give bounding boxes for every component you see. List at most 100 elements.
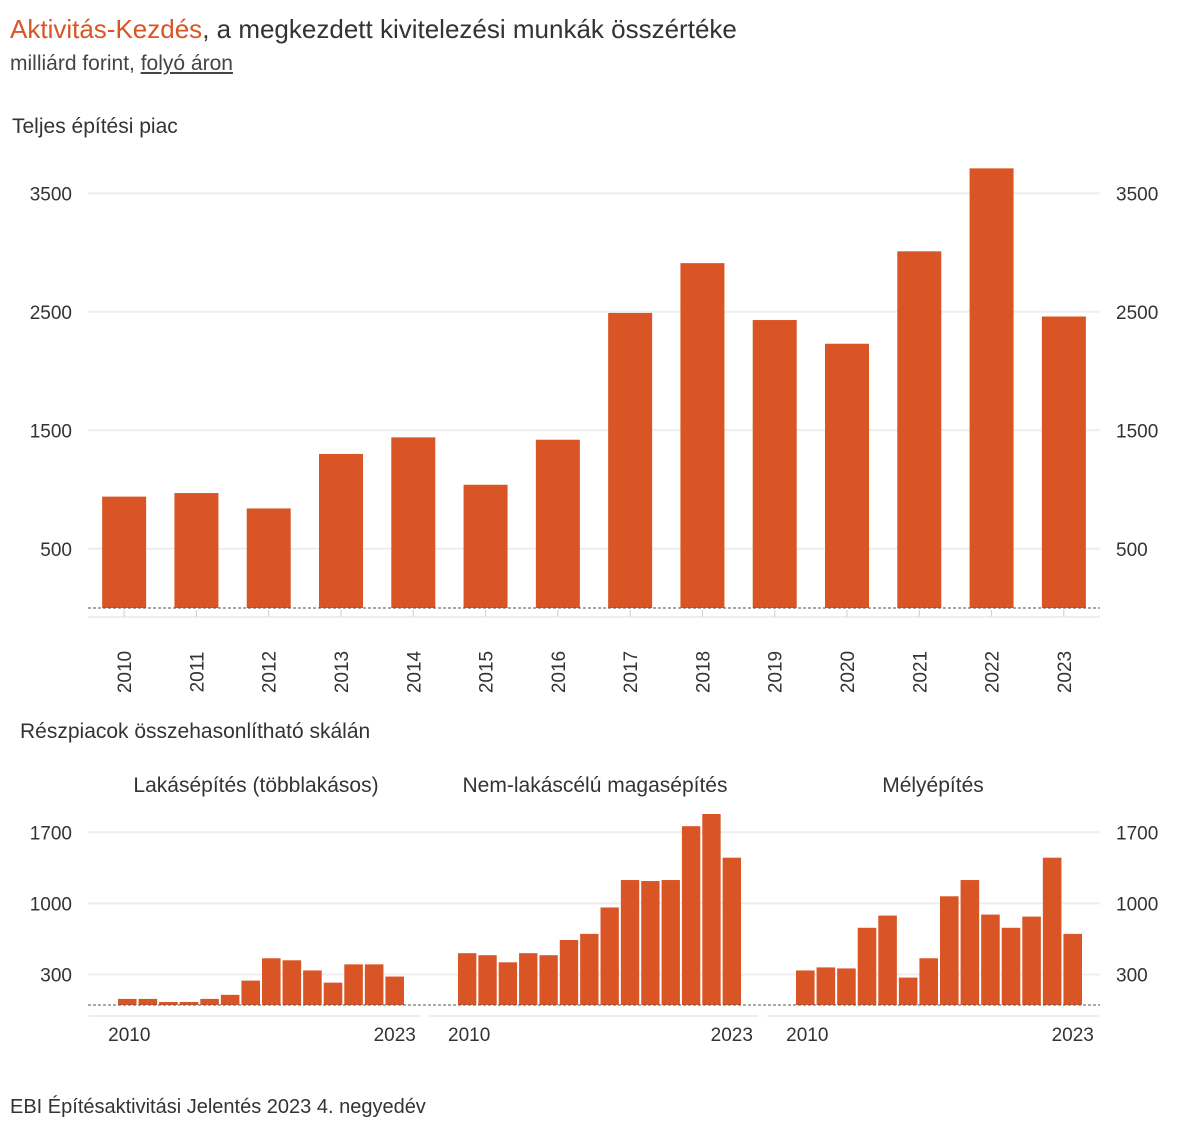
panel-bar — [385, 976, 404, 1005]
bar — [608, 312, 653, 608]
panel-bar — [898, 977, 918, 1005]
x-tick-label: 2017 — [621, 651, 642, 693]
bar — [1041, 316, 1086, 608]
x-tick-label-end: 2023 — [711, 1025, 753, 1046]
x-tick-label-start: 2010 — [108, 1025, 150, 1046]
panel-bar — [620, 880, 640, 1005]
panel-bar — [458, 953, 477, 1005]
panel-bar — [940, 896, 959, 1005]
subtitle-link[interactable]: folyó áron — [140, 52, 233, 75]
panel-bar — [364, 964, 384, 1005]
y-tick-label-right: 1000 — [1116, 894, 1158, 915]
panel-bar — [303, 970, 322, 1005]
x-tick-label: 2020 — [838, 651, 859, 693]
panel-bar — [857, 927, 877, 1005]
panel-bar — [282, 960, 302, 1005]
x-tick-label: 2016 — [549, 651, 570, 693]
panel-bar — [878, 915, 897, 1005]
panel-title: Mélyépítés — [882, 774, 984, 797]
subpanel-section-title: Részpiacok összehasonlítható skálán — [20, 720, 371, 743]
bar — [174, 493, 219, 608]
panel-bar — [960, 880, 980, 1005]
panel-bar — [262, 958, 281, 1005]
x-tick-label: 2011 — [187, 652, 208, 693]
bar — [246, 508, 291, 608]
panel-bar — [1001, 927, 1021, 1005]
title-accent[interactable]: Aktivitás-Kezdés — [10, 14, 203, 44]
subtitle-plain: milliárd forint, — [10, 52, 141, 75]
x-tick-label-start: 2010 — [448, 1025, 490, 1046]
panel-bar — [559, 939, 579, 1005]
panel-bar — [816, 967, 836, 1005]
panel-bar — [200, 998, 219, 1005]
panel-bar — [580, 933, 599, 1005]
y-tick-label-left: 1000 — [30, 894, 72, 915]
y-tick-label-right: 300 — [1116, 966, 1148, 987]
y-tick-label-left: 2500 — [30, 303, 72, 324]
panel-bar — [220, 994, 240, 1005]
x-tick-label: 2022 — [983, 651, 1004, 693]
panel-bar — [722, 857, 741, 1005]
x-tick-label: 2012 — [260, 651, 281, 693]
panel-title: Nem-lakáscélú magasépítés — [463, 774, 728, 797]
x-tick-label: 2015 — [477, 651, 498, 693]
bar — [825, 343, 869, 608]
panel-bar — [179, 1001, 199, 1005]
panel-bar — [919, 958, 938, 1005]
panel-bar — [478, 955, 497, 1005]
panel-bar — [837, 968, 856, 1005]
x-tick-label-end: 2023 — [374, 1025, 416, 1046]
x-tick-label: 2010 — [115, 651, 136, 693]
x-tick-label: 2013 — [332, 651, 353, 693]
panel-bar — [702, 813, 721, 1005]
panel-bar — [323, 982, 343, 1005]
y-tick-label-left: 500 — [40, 540, 72, 561]
x-tick-label: 2023 — [1055, 651, 1076, 693]
bar — [969, 168, 1014, 609]
x-tick-label: 2021 — [910, 651, 931, 693]
y-tick-label-right: 2500 — [1116, 303, 1158, 324]
bar — [680, 263, 725, 608]
panel-bar — [498, 962, 518, 1005]
panel-bar — [519, 953, 538, 1005]
y-tick-label-left: 300 — [40, 966, 72, 987]
panel-bar — [796, 970, 815, 1005]
chart-title: Aktivitás-Kezdés, a megkezdett kivitelez… — [10, 14, 737, 45]
panel-bar — [241, 980, 260, 1005]
y-tick-label-right: 1700 — [1116, 823, 1158, 844]
panel-bar — [681, 826, 701, 1005]
x-tick-label: 2019 — [766, 651, 787, 693]
chart-subtitle: milliárd forint, folyó áron — [10, 52, 233, 76]
panel-bar — [1063, 933, 1082, 1005]
panel-bar — [138, 998, 158, 1005]
x-tick-label-start: 2010 — [786, 1025, 828, 1046]
bar — [752, 320, 797, 608]
main-chart-title: Teljes építési piac — [12, 115, 178, 138]
panel-bar — [600, 907, 619, 1005]
panel-bar — [344, 964, 363, 1005]
panel-bar — [1042, 857, 1062, 1005]
panel-title: Lakásépítés (többlakásos) — [133, 774, 378, 797]
title-rest: , a megkezdett kivitelezési munkák összé… — [202, 14, 737, 44]
y-tick-label-left: 1700 — [30, 823, 72, 844]
panel-bar — [661, 880, 680, 1005]
bar — [897, 251, 942, 608]
bar — [391, 437, 436, 608]
y-tick-label-right: 3500 — [1116, 184, 1158, 205]
bar — [319, 453, 363, 608]
panel-bar — [159, 1001, 178, 1005]
y-tick-label-left: 1500 — [30, 421, 72, 442]
y-tick-label-left: 3500 — [30, 184, 72, 205]
source-note: EBI Építésaktivitási Jelentés 2023 4. ne… — [10, 1096, 426, 1118]
panel-bar — [981, 914, 1000, 1005]
panel-bar — [1022, 916, 1041, 1005]
bar — [535, 439, 580, 608]
bar — [102, 496, 147, 608]
y-tick-label-right: 500 — [1116, 540, 1148, 561]
x-tick-label-end: 2023 — [1052, 1025, 1094, 1046]
panel-bar — [641, 881, 660, 1005]
x-tick-label: 2018 — [693, 651, 714, 693]
y-tick-label-right: 1500 — [1116, 421, 1158, 442]
panel-bar — [118, 998, 137, 1005]
